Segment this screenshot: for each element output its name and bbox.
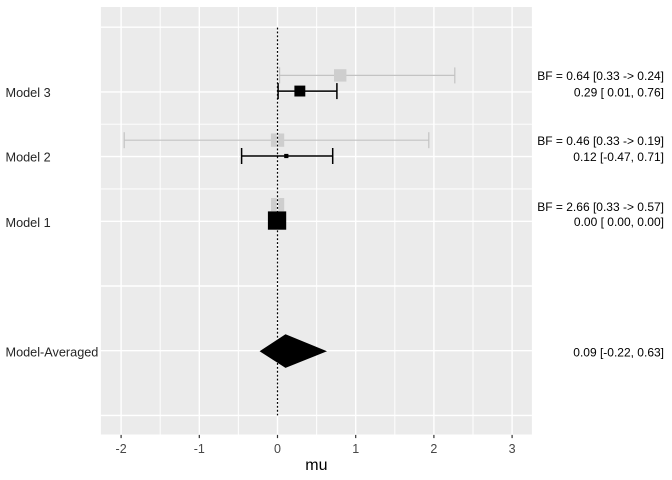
svg-text:-1: -1: [194, 442, 205, 456]
svg-text:BF = 0.46 [0.33 -> 0.19]: BF = 0.46 [0.33 -> 0.19]: [537, 134, 664, 148]
svg-text:3: 3: [509, 442, 516, 456]
svg-text:0.29 [ 0.01, 0.76]: 0.29 [ 0.01, 0.76]: [574, 86, 664, 100]
svg-text:0.12 [-0.47, 0.71]: 0.12 [-0.47, 0.71]: [573, 150, 664, 164]
svg-text:mu: mu: [305, 457, 327, 474]
svg-text:1: 1: [352, 442, 359, 456]
svg-text:0.09 [-0.22, 0.63]: 0.09 [-0.22, 0.63]: [573, 346, 664, 360]
svg-text:0.00 [ 0.00, 0.00]: 0.00 [ 0.00, 0.00]: [574, 215, 664, 229]
svg-text:Model-Averaged: Model-Averaged: [6, 346, 99, 360]
svg-text:BF = 0.64 [0.33 -> 0.24]: BF = 0.64 [0.33 -> 0.24]: [537, 69, 664, 83]
svg-text:2: 2: [430, 442, 437, 456]
svg-text:BF = 2.66 [0.33 -> 0.57]: BF = 2.66 [0.33 -> 0.57]: [537, 200, 664, 214]
svg-text:Model 3: Model 3: [6, 86, 51, 100]
svg-text:Model 2: Model 2: [6, 151, 51, 165]
svg-text:-2: -2: [116, 442, 127, 456]
svg-text:Model 1: Model 1: [6, 216, 51, 230]
svg-text:0: 0: [274, 442, 281, 456]
